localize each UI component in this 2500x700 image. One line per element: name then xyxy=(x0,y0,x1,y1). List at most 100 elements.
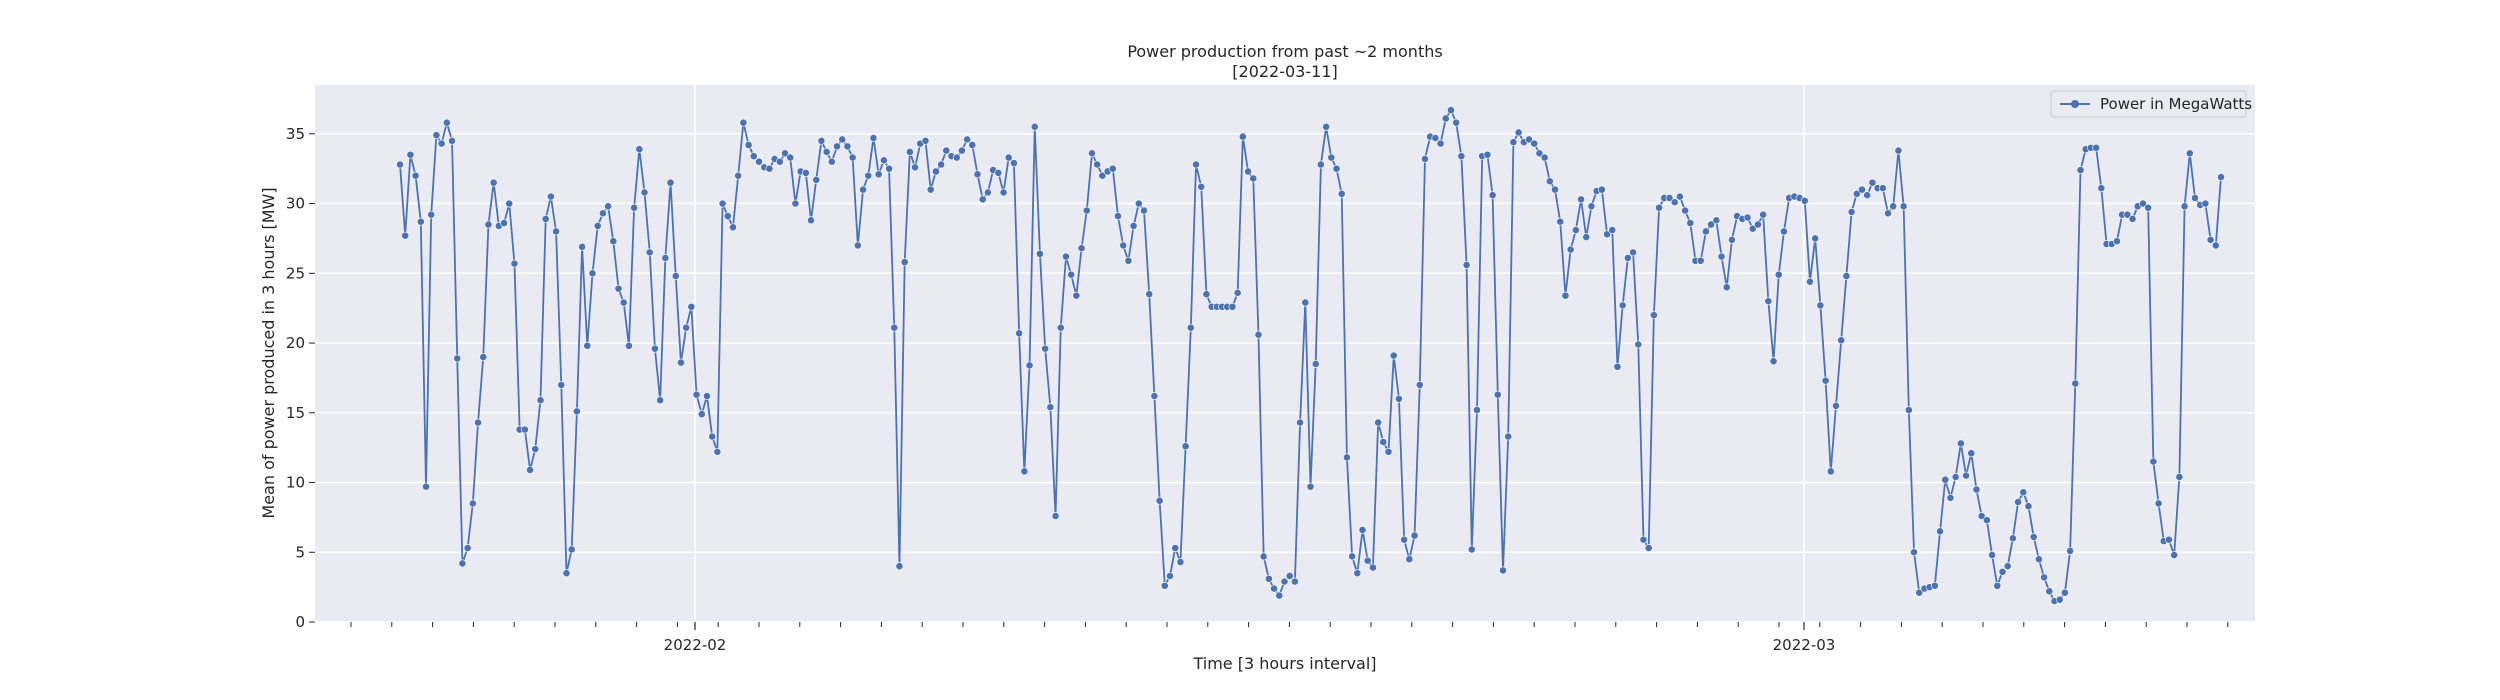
data-point xyxy=(744,141,753,149)
data-point xyxy=(958,146,966,155)
data-point xyxy=(546,192,555,201)
data-point xyxy=(692,390,701,399)
data-point xyxy=(755,157,763,166)
data-point xyxy=(677,358,685,367)
data-point xyxy=(1545,177,1554,186)
data-point xyxy=(526,466,534,474)
data-point xyxy=(2144,203,2153,212)
chart-title: Power production from past ~2 months xyxy=(1127,42,1442,61)
chart-subtitle: [2022-03-11] xyxy=(1232,62,1337,81)
data-point xyxy=(1447,106,1455,115)
data-point xyxy=(942,146,951,155)
x-axis: 2022-02 2022-03 xyxy=(350,622,2229,654)
data-point xyxy=(1405,555,1414,564)
data-point xyxy=(614,284,623,293)
data-point xyxy=(1280,577,1289,586)
data-point xyxy=(1264,574,1273,583)
data-point xyxy=(2154,499,2163,508)
data-point xyxy=(1811,234,1820,243)
data-point xyxy=(1988,551,1996,559)
data-point xyxy=(1088,149,1096,158)
data-point xyxy=(536,396,545,405)
data-point xyxy=(2014,498,2022,506)
data-point xyxy=(1030,122,1039,131)
data-point xyxy=(1998,567,2007,576)
data-point xyxy=(1956,439,1965,448)
data-point xyxy=(853,241,862,250)
data-point xyxy=(968,141,977,149)
data-point xyxy=(822,148,831,156)
data-point xyxy=(500,219,508,227)
data-point xyxy=(1717,252,1726,261)
data-point xyxy=(708,432,717,441)
data-point xyxy=(1894,146,1903,155)
data-point xyxy=(1806,277,1814,286)
data-point xyxy=(1962,471,1970,480)
data-point xyxy=(1093,160,1102,169)
data-point xyxy=(885,164,893,173)
data-point xyxy=(749,152,758,161)
data-point xyxy=(921,136,930,145)
data-point xyxy=(1067,270,1076,279)
data-point xyxy=(2019,488,2028,497)
data-point xyxy=(552,227,560,236)
data-point xyxy=(911,163,919,172)
data-point xyxy=(411,171,420,180)
data-point xyxy=(1858,185,1866,194)
data-point xyxy=(937,160,945,169)
data-point xyxy=(697,410,706,419)
data-point xyxy=(505,199,514,208)
data-point xyxy=(775,157,784,166)
data-point xyxy=(1540,153,1549,162)
data-point xyxy=(2035,555,2043,564)
data-point xyxy=(2061,588,2069,597)
data-point xyxy=(848,153,857,162)
data-point xyxy=(588,269,597,278)
data-point xyxy=(2055,595,2064,604)
data-point xyxy=(1020,467,1029,476)
data-point xyxy=(1868,178,1877,187)
legend[interactable]: Power in MegaWatts xyxy=(2050,90,2252,118)
data-point xyxy=(1551,185,1559,194)
data-point xyxy=(1556,217,1565,226)
data-point xyxy=(734,171,743,180)
data-point xyxy=(1597,185,1606,194)
data-point xyxy=(2139,199,2147,208)
data-point xyxy=(619,298,628,307)
data-point xyxy=(1467,545,1476,554)
data-point xyxy=(1004,153,1013,162)
data-point xyxy=(1374,418,1383,427)
y-axis-label: Mean of power produced in 3 hours [MW] xyxy=(259,187,278,518)
data-point xyxy=(1530,139,1539,148)
data-point xyxy=(1457,152,1466,161)
data-point xyxy=(1108,164,1117,173)
data-point xyxy=(2123,210,2132,219)
data-point xyxy=(1431,134,1440,142)
data-point xyxy=(1499,566,1507,575)
data-point xyxy=(1353,569,1362,578)
data-point xyxy=(931,167,940,176)
data-point xyxy=(2206,235,2215,244)
plot-area xyxy=(315,85,2255,622)
data-point xyxy=(926,185,935,194)
data-point xyxy=(1686,219,1695,227)
data-point xyxy=(2076,166,2085,174)
data-point xyxy=(2170,551,2179,559)
data-point xyxy=(1930,581,1939,590)
data-point xyxy=(838,135,847,144)
data-point xyxy=(1623,254,1632,262)
data-point xyxy=(630,203,639,212)
data-point xyxy=(1832,401,1840,410)
data-point xyxy=(817,136,826,145)
data-point xyxy=(437,139,446,148)
data-point xyxy=(1847,208,1856,216)
data-point xyxy=(2003,562,2012,571)
data-point xyxy=(1878,184,1887,193)
grid xyxy=(315,85,2255,623)
data-point xyxy=(1415,380,1424,389)
data-point xyxy=(1993,581,2002,590)
data-point xyxy=(1582,233,1591,241)
data-point xyxy=(1852,189,1861,198)
data-point xyxy=(1728,235,1736,244)
data-point xyxy=(453,354,462,363)
